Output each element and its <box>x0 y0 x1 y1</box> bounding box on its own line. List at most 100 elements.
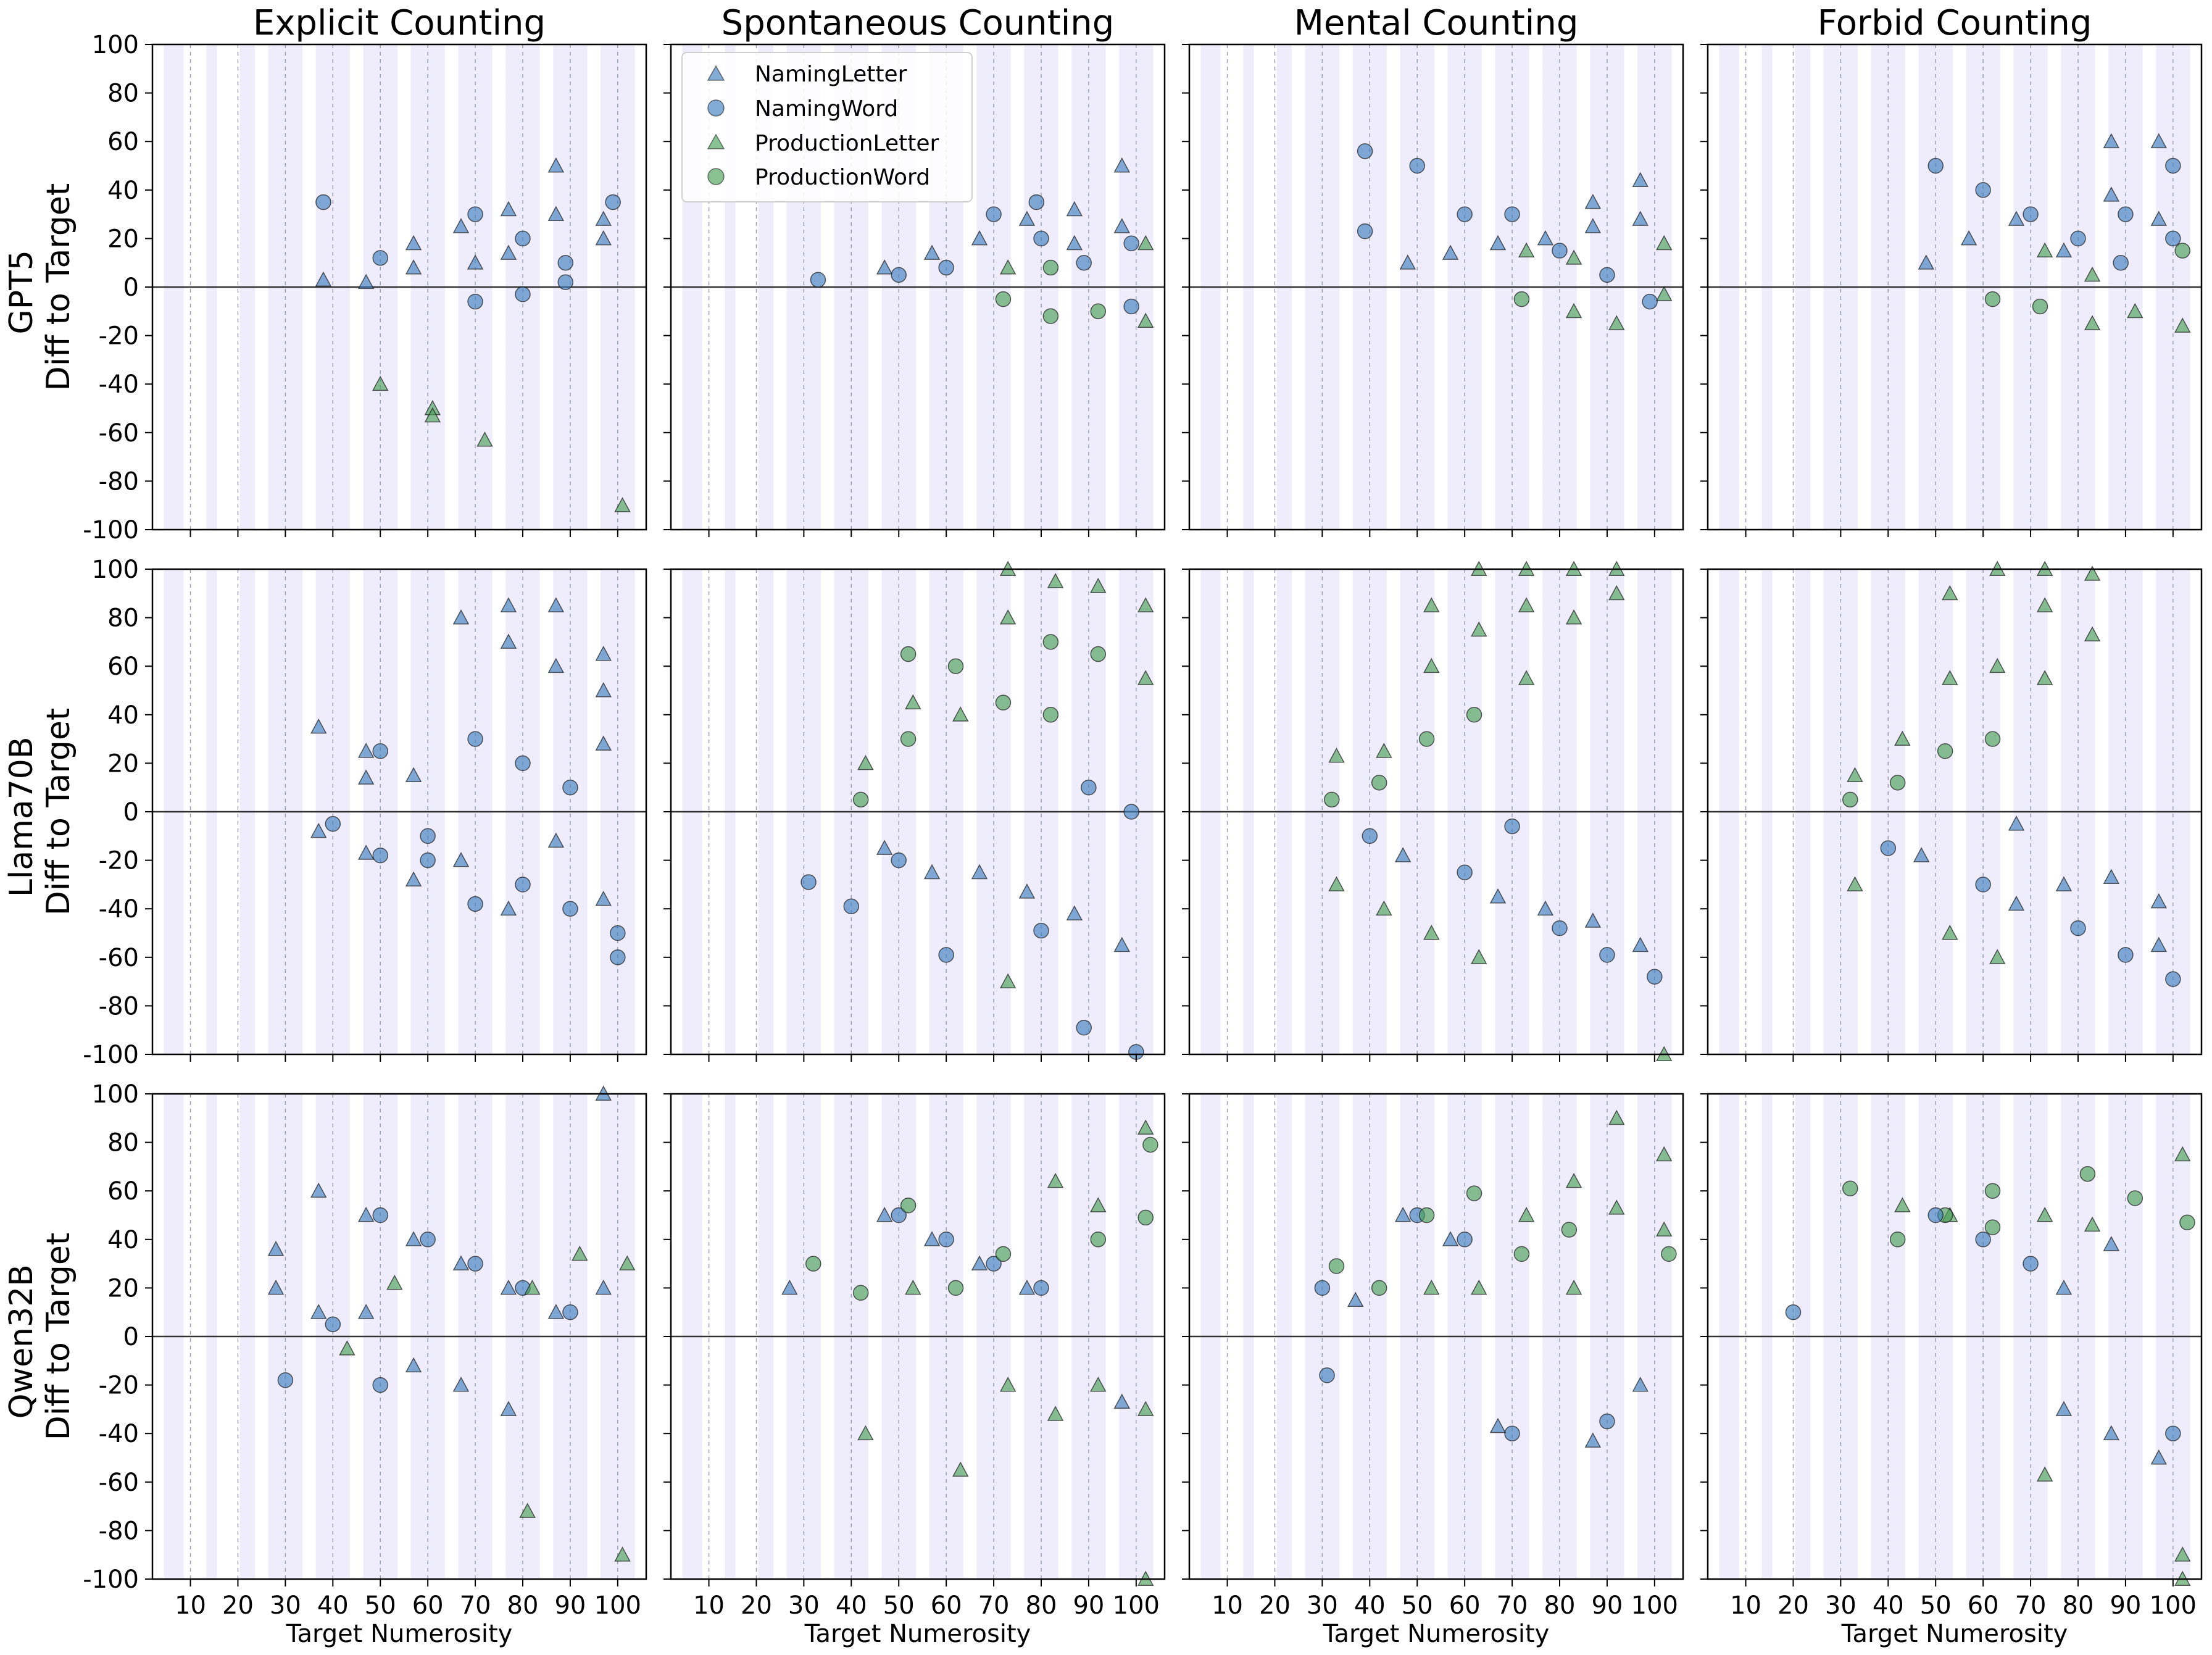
data-point-2 <box>1894 1197 1911 1212</box>
panel-r2-c0: 10 20 30 40 50 60 70 80 90 100 100 80 60 40 20 0 -20 -40 -… <box>83 1080 647 1620</box>
data-point-29 <box>618 1255 636 1271</box>
data-point-2 <box>891 267 907 283</box>
legend-item-3: ProductionWord <box>707 165 930 190</box>
data-point-22 <box>1608 1109 1625 1125</box>
x-tick-label-8: 90 <box>554 1591 586 1620</box>
data-point-1 <box>315 194 331 211</box>
data-point-15 <box>452 1255 470 1271</box>
data-point-7 <box>357 1206 375 1222</box>
data-point-28 <box>1137 1401 1154 1416</box>
data-point-13 <box>476 431 493 447</box>
data-point-25 <box>1137 1209 1154 1226</box>
row-ylabel-1: Diff to Target <box>40 708 77 915</box>
data-point-10 <box>2055 242 2073 257</box>
panel-r0-c3 <box>1700 43 2203 537</box>
data-point-21 <box>1018 883 1036 899</box>
x-tick-label-9: 100 <box>1113 1591 1160 1620</box>
data-point-5 <box>891 1207 907 1224</box>
data-point-27 <box>595 1279 612 1295</box>
data-point-7 <box>1942 670 1958 685</box>
x-tick-label-2: 30 <box>788 1591 820 1620</box>
data-point-13 <box>1518 1206 1535 1222</box>
data-point-23 <box>547 1304 565 1319</box>
data-point-2 <box>357 273 375 290</box>
data-point-25 <box>1655 1221 1673 1237</box>
data-point-2 <box>1328 1258 1345 1274</box>
data-point-16 <box>999 973 1017 989</box>
data-point-2 <box>1324 791 1340 808</box>
panel-r1-c1 <box>663 561 1166 1062</box>
data-point-9 <box>947 658 964 674</box>
data-point-25 <box>1081 779 1097 796</box>
y-tick-label-9: -80 <box>99 467 139 496</box>
y-tick-label-8: -60 <box>99 1469 139 1497</box>
data-point-24 <box>1537 900 1554 916</box>
data-point-17 <box>2127 1190 2143 1206</box>
x-tick-label-0: 10 <box>1730 1591 1761 1620</box>
x-tick-label-9: 100 <box>1631 1591 1678 1620</box>
y-tick-label-5: 0 <box>123 798 139 827</box>
data-point-10 <box>420 828 436 844</box>
data-point-1 <box>1785 1304 1802 1320</box>
data-point-3 <box>372 250 388 266</box>
x-tick-label-7: 80 <box>2063 1591 2094 1620</box>
data-point-3 <box>310 1182 327 1198</box>
data-point-20 <box>557 254 573 271</box>
x-tick-label-3: 40 <box>1873 1591 1904 1620</box>
data-point-7 <box>1489 235 1507 251</box>
data-point-8 <box>1423 1279 1440 1295</box>
data-point-21 <box>1137 312 1154 328</box>
data-point-2 <box>277 1372 294 1388</box>
x-tick-label-4: 50 <box>883 1591 915 1620</box>
data-point-9 <box>452 218 470 233</box>
y-tick-label-10: -100 <box>83 516 139 544</box>
x-tick-label-6: 70 <box>460 1591 491 1620</box>
data-point-22 <box>1090 1377 1107 1392</box>
x-tick-label-0: 10 <box>1212 1591 1243 1620</box>
data-point-1 <box>310 822 327 838</box>
x-axis-label-0: Target Numerosity <box>286 1620 513 1648</box>
row-label-1: Llama70B Diff to Target <box>3 708 77 915</box>
data-point-19 <box>2150 211 2168 226</box>
data-point-8 <box>1937 743 1953 759</box>
y-tick-label-4: 20 <box>107 749 139 778</box>
legend-item-1: NamingWord <box>707 96 898 122</box>
data-point-12 <box>971 1255 988 1271</box>
x-tick-label-1: 20 <box>1778 1591 1809 1620</box>
data-point-22 <box>595 211 612 226</box>
data-point-30 <box>1123 804 1139 820</box>
data-point-26 <box>1661 1246 1677 1262</box>
x-tick-label-4: 50 <box>365 1591 396 1620</box>
y-tick-label-0: 100 <box>92 1080 139 1109</box>
data-point-14 <box>1989 949 2006 964</box>
data-point-27 <box>1066 905 1083 921</box>
y-tick-label-10: -100 <box>83 1565 139 1594</box>
data-point-11 <box>1466 1185 1482 1201</box>
data-point-2 <box>1409 157 1425 174</box>
data-point-27 <box>1113 1393 1131 1409</box>
data-point-0 <box>1314 1280 1331 1296</box>
data-point-17 <box>2127 302 2143 319</box>
data-point-28 <box>595 735 612 751</box>
data-point-21 <box>2179 1214 2195 1231</box>
x-axis-label-2: Target Numerosity <box>1323 1620 1550 1648</box>
data-point-4 <box>876 1206 893 1222</box>
data-point-4 <box>1371 775 1387 791</box>
data-point-8 <box>999 259 1017 275</box>
data-point-4 <box>310 1304 327 1319</box>
data-point-19 <box>1047 1406 1064 1421</box>
panel-r2-c1: 10 20 30 40 50 60 70 80 90 100 <box>663 1093 1166 1620</box>
x-tick-label-3: 40 <box>317 1591 349 1620</box>
data-point-14 <box>1584 193 1602 209</box>
data-point-10 <box>372 1377 388 1393</box>
x-tick-label-6: 70 <box>978 1591 1010 1620</box>
data-point-5 <box>405 259 422 275</box>
y-tick-label-2: 60 <box>107 652 139 681</box>
data-point-8 <box>1518 242 1535 257</box>
data-point-3 <box>357 743 375 758</box>
data-point-20 <box>2174 1146 2191 1162</box>
data-point-19 <box>1518 670 1535 685</box>
row-model-1: Llama70B <box>3 736 40 897</box>
data-point-3 <box>857 1425 874 1441</box>
data-point-16 <box>2113 254 2129 271</box>
